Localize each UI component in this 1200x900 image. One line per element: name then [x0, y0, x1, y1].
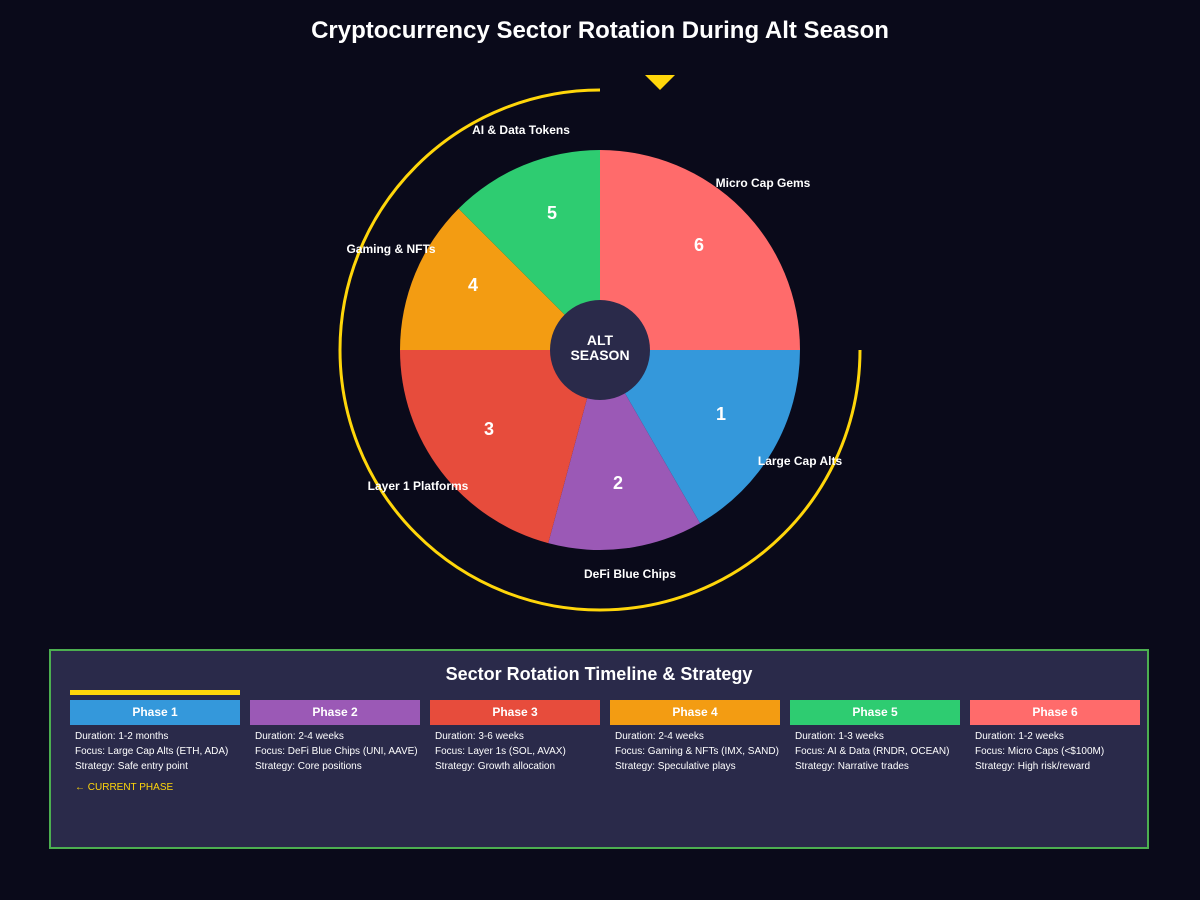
phase-focus: Focus: Large Cap Alts (ETH, ADA): [75, 746, 229, 757]
phase-duration: Duration: 1-2 weeks: [975, 731, 1064, 742]
phase-focus: Focus: DeFi Blue Chips (UNI, AAVE): [255, 746, 418, 757]
phase-focus: Focus: Layer 1s (SOL, AVAX): [435, 746, 566, 757]
timeline-title: Sector Rotation Timeline & Strategy: [445, 664, 753, 684]
timeline-panel: Sector Rotation Timeline & Strategy Phas…: [49, 649, 1149, 849]
phase-strategy: Strategy: High risk/reward: [975, 761, 1091, 772]
wheel-segment-1: [600, 350, 800, 524]
phase-details: Duration: 2-4 weeks Focus: DeFi Blue Chip…: [250, 725, 420, 774]
rotation-arrow-icon: [645, 75, 675, 90]
current-phase-label: ← CURRENT PHASE: [75, 782, 174, 793]
segment-label-2: DeFi Blue Chips: [584, 567, 676, 581]
phase-focus: Focus: Gaming & NFTs (IMX, SAND): [615, 746, 779, 757]
rotation-ring: [338, 88, 862, 612]
phase-card-4: Phase 4 Duration: 2-4 weeks Focus: Gaming …: [610, 700, 780, 774]
phase-details: Duration: 3-6 weeks Focus: Layer 1s (SOL,…: [430, 725, 600, 774]
phase-card-2: Phase 2 Duration: 2-4 weeks Focus: DeFi Bl…: [250, 700, 420, 774]
center-label-line1: ALT: [587, 332, 614, 348]
phase-card-5: Phase 5 Duration: 1-3 weeks Focus: AI & Da…: [790, 700, 960, 774]
phase-strategy: Strategy: Core positions: [255, 761, 362, 772]
wheel-segment-3: [400, 350, 600, 544]
segment-number-5: 5: [547, 203, 557, 223]
page-title: Cryptocurrency Sector Rotation During Al…: [311, 17, 889, 44]
phase-duration: Duration: 3-6 weeks: [435, 731, 524, 742]
phase-card-6: Phase 6 Duration: 1-2 weeks Focus: Micro C…: [970, 700, 1140, 774]
phase-details: Duration: 1-3 weeks Focus: AI & Data (RND…: [790, 725, 960, 774]
current-phase-indicator: [70, 690, 240, 695]
sector-rotation-wheel: 1 Large Cap Alts 2 DeFi Blue Chips 3 Layer 1 …: [338, 75, 862, 612]
phase-focus: Focus: Micro Caps (<$100M): [975, 746, 1105, 757]
phase-card-1: Phase 1 Duration: 1-2 months Focus: Large …: [70, 690, 240, 793]
segment-number-3: 3: [484, 419, 494, 439]
center-hub: [550, 300, 650, 400]
phase-details: Duration: 2-4 weeks Focus: Gaming & NFTs …: [610, 725, 780, 774]
segment-number-2: 2: [613, 473, 623, 493]
phase-header: Phase 4: [610, 700, 780, 725]
phase-duration: Duration: 2-4 weeks: [255, 731, 344, 742]
phase-strategy: Strategy: Safe entry point: [75, 761, 188, 772]
phase-header: Phase 5: [790, 700, 960, 725]
phase-focus: Focus: AI & Data (RNDR, OCEAN): [795, 746, 950, 757]
wheel-segment-5: [458, 150, 600, 350]
segment-label-1: Large Cap Alts: [758, 454, 843, 468]
phase-duration: Duration: 1-3 weeks: [795, 731, 884, 742]
phase-duration: Duration: 2-4 weeks: [615, 731, 704, 742]
phase-details: Duration: 1-2 weeks Focus: Micro Caps (<$…: [970, 725, 1140, 774]
segment-label-3: Layer 1 Platforms: [368, 479, 469, 493]
wheel-segment-2: [548, 350, 700, 550]
wheel-segment-6: [600, 150, 800, 350]
segment-number-1: 1: [716, 404, 726, 424]
phase-strategy: Strategy: Narrative trades: [795, 761, 909, 772]
phase-details: Duration: 1-2 months Focus: Large Cap Alt…: [70, 725, 240, 774]
phase-header: Phase 2: [250, 700, 420, 725]
phase-header: Phase 1: [70, 700, 240, 725]
segment-number-4: 4: [468, 275, 478, 295]
phase-header: Phase 6: [970, 700, 1140, 725]
phase-card-3: Phase 3 Duration: 3-6 weeks Focus: Layer 1…: [430, 700, 600, 774]
phase-strategy: Strategy: Growth allocation: [435, 761, 556, 772]
segment-label-5: AI & Data Tokens: [472, 123, 570, 137]
segment-label-6: Micro Cap Gems: [716, 176, 811, 190]
phase-strategy: Strategy: Speculative plays: [615, 761, 736, 772]
phase-duration: Duration: 1-2 months: [75, 731, 169, 742]
wheel-segment-4: [400, 208, 600, 350]
center-label-line2: SEASON: [570, 347, 629, 363]
segment-number-6: 6: [694, 235, 704, 255]
phase-header: Phase 3: [430, 700, 600, 725]
segment-label-4: Gaming & NFTs: [346, 242, 435, 256]
